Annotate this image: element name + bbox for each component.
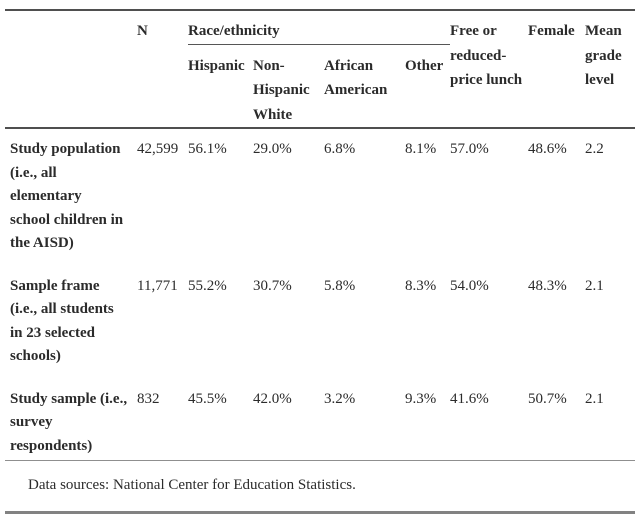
column-header-african-american: African American <box>324 57 388 99</box>
cell-lunch: 57.0% <box>450 141 489 157</box>
sample-demographics-table: N Race/ethnicity Free or reduced-price l… <box>5 9 636 461</box>
table-body: Study population (i.e., all elementary s… <box>5 128 636 461</box>
cell-n: 42,599 <box>137 141 179 157</box>
column-header-row-label <box>5 10 137 128</box>
cell-female: 48.3% <box>528 277 567 294</box>
table-row-sample-frame: Sample frame (i.e., all students in 23 s… <box>5 266 635 379</box>
cell-non-hispanic-white: 30.7% <box>253 277 292 294</box>
sample-demographics-table-container: N Race/ethnicity Free or reduced-price l… <box>5 9 636 514</box>
table-row-study-sample: Study sample (i.e., survey respondents) … <box>5 379 635 461</box>
cell-other: 9.3% <box>405 390 437 407</box>
row-label: Study population (i.e., all elementary s… <box>10 141 124 251</box>
column-header-other: Other <box>405 57 444 74</box>
header-row-race-subcolumns: Hispanic Non-Hispanic White African Amer… <box>5 44 635 128</box>
column-header-lunch: Free or reduced-price lunch <box>450 23 523 88</box>
cell-african-american: 6.8% <box>324 141 356 157</box>
column-header-female: Female <box>528 23 575 39</box>
cell-hispanic: 56.1% <box>188 141 227 157</box>
table-footnote-band: Data sources: National Center for Educat… <box>5 460 635 511</box>
column-header-hispanic: Hispanic <box>188 57 245 74</box>
cell-mean-grade: 2.2 <box>585 141 604 157</box>
row-label: Study sample (i.e., survey respondents) <box>10 390 128 454</box>
cell-female: 50.7% <box>528 390 567 407</box>
table-header: N Race/ethnicity Free or reduced-price l… <box>5 10 635 128</box>
cell-african-american: 3.2% <box>324 390 356 407</box>
column-header-race-ethnicity: Race/ethnicity <box>188 10 451 45</box>
cell-n: 11,771 <box>137 277 178 294</box>
cell-mean-grade: 2.1 <box>585 277 604 294</box>
table-footnote: Data sources: National Center for Educat… <box>28 477 356 493</box>
cell-lunch: 41.6% <box>450 390 489 407</box>
cell-non-hispanic-white: 29.0% <box>253 141 292 157</box>
cell-african-american: 5.8% <box>324 277 356 294</box>
column-header-mean-grade: Mean grade level <box>585 23 622 88</box>
cell-hispanic: 55.2% <box>188 277 227 294</box>
cell-female: 48.6% <box>528 141 567 157</box>
cell-lunch: 54.0% <box>450 277 489 294</box>
cell-non-hispanic-white: 42.0% <box>253 390 292 407</box>
cell-other: 8.1% <box>405 141 437 157</box>
cell-hispanic: 45.5% <box>188 390 227 407</box>
table-bottom-rule <box>5 511 635 514</box>
cell-mean-grade: 2.1 <box>585 390 604 407</box>
cell-other: 8.3% <box>405 277 437 294</box>
table-row-study-population: Study population (i.e., all elementary s… <box>5 128 635 266</box>
cell-n: 832 <box>137 390 160 407</box>
column-header-n: N <box>137 23 148 39</box>
row-label: Sample frame (i.e., all students in 23 s… <box>10 277 114 365</box>
header-row-groups: N Race/ethnicity Free or reduced-price l… <box>5 10 635 88</box>
column-header-non-hispanic-white: Non-Hispanic White <box>253 57 310 123</box>
